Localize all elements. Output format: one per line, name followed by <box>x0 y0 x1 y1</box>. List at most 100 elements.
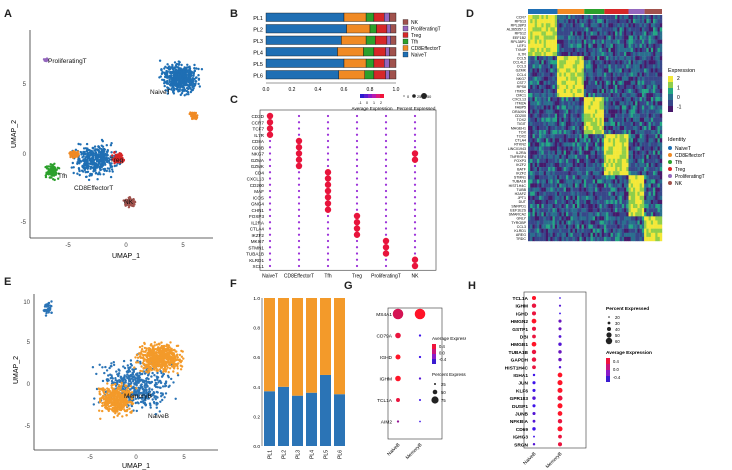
dotplot-g-colorbar <box>432 354 436 359</box>
dotplot-c-color-tick: 2 <box>380 101 382 105</box>
bar-b-segment <box>265 35 342 45</box>
dotplot-g-dot <box>418 355 422 359</box>
dotplot-c-dot <box>353 225 361 232</box>
dotplot-h-colorbar <box>606 358 610 364</box>
dotplot-h-dot <box>558 366 562 369</box>
bar-b-legend-label: CD8EffectorT <box>411 46 441 52</box>
dotplot-h-dot <box>557 395 563 401</box>
dotplot-c-colorbar <box>376 94 380 98</box>
dotplot-c-colorbar <box>368 94 372 98</box>
bar-f-segment <box>320 374 331 446</box>
dotplot-c-size-tick: 25 <box>417 95 421 99</box>
dotplot-c-color-tick: -1 <box>358 101 361 105</box>
dotplot-c-dot <box>413 239 417 243</box>
heatmap-d-legend-title: Expression <box>668 68 695 74</box>
dotplot-c-gene: CD4 <box>255 170 265 175</box>
dotplot-c-dot <box>353 219 361 226</box>
heatmap-d-gene: TNFRSF4 <box>510 155 526 159</box>
dotplot-c-gene: GNG4 <box>251 202 264 207</box>
bar-b-segment <box>369 24 377 34</box>
bar-b-xtick: 0.0 <box>263 87 270 93</box>
bar-b-legend-swatch <box>402 45 409 51</box>
heatmap-d-gene: STMN1 <box>514 176 526 180</box>
heatmap-d-gene: AL365357.1 <box>507 28 526 32</box>
umap-a-xlabel: UMAP_1 <box>112 253 140 260</box>
dotplot-g-size-key <box>434 383 436 385</box>
heatmap-d-gene: H2AFZ <box>515 192 527 196</box>
dotplot-c-dot <box>324 175 332 182</box>
bar-f-segment <box>292 298 303 396</box>
dotplot-c-size-tick: 50 <box>427 95 431 99</box>
heatmap-d-gene: IL2RA <box>516 151 527 155</box>
dotplot-c-dot <box>413 221 417 224</box>
panel-g-dotplot: MS4A1 CD79A IGHD IGHM TCL1A AIM2 NaiveB MemoryB… <box>376 307 466 461</box>
bar-f-segment <box>264 391 275 446</box>
dotplot-c-dot <box>324 194 332 201</box>
dotplot-c-gene: CD200 <box>250 183 265 188</box>
dotplot-g-color-tick: 0.4 <box>439 344 445 349</box>
umap-e-ytick: 0 <box>27 382 31 388</box>
dotplot-g-colorbar <box>432 359 436 364</box>
bar-f-ytick: 0.6 <box>253 355 260 361</box>
dotplot-c-dot <box>295 150 303 157</box>
bar-b-xtick: 1.0 <box>393 87 400 93</box>
dotplot-h-size-tick: 50 <box>615 333 620 338</box>
dotplot-c-dot <box>326 258 330 261</box>
dotplot-c-dot <box>297 127 301 130</box>
dotplot-h-gene: NFKBIA <box>510 419 529 425</box>
heatmap-d-group-bar <box>557 9 585 14</box>
dotplot-c-dot <box>384 214 388 218</box>
dotplot-g-group: MemoryB <box>405 442 424 461</box>
heatmap-d-gene: EEF1B2 <box>513 36 526 40</box>
dotplot-c-dot <box>295 144 303 151</box>
bar-b-segment <box>265 12 345 22</box>
dotplot-c-dot <box>384 196 388 199</box>
dotplot-c-dot <box>297 114 301 118</box>
heatmap-d-gene: JPT1 <box>518 196 526 200</box>
dotplot-c-dot <box>268 202 272 205</box>
heatmap-d-gene: RPL38P3 <box>511 24 526 28</box>
dotplot-h-gene: IGHA1 <box>513 373 528 379</box>
heatmap-d-gene: IKZF2 <box>516 171 526 175</box>
dotplot-c-dot <box>384 114 388 118</box>
bar-b-legend-swatch <box>402 38 409 45</box>
dotplot-c-dot <box>384 208 388 211</box>
heatmap-d-identity-label: CD8EffectorT <box>675 153 705 159</box>
heatmap-d-colorbar <box>668 106 673 112</box>
dotplot-g-legend-title: Average Expression <box>432 336 466 341</box>
dotplot-h-gene: GSTP1 <box>512 327 528 333</box>
dotplot-c-dot <box>413 227 417 230</box>
heatmap-d-gene: SMARCA2 <box>509 213 526 217</box>
panel-b-chart: PL1 PL2 PL3 PL4 PL5 PL6 0.0 0.2 0.4 0.6 0.8 1.0 NKP… <box>253 12 441 93</box>
bar-f-ytick: 0.4 <box>253 385 260 391</box>
bar-b-xtick: 0.6 <box>341 87 348 93</box>
dotplot-c-dot <box>326 146 330 149</box>
dotplot-c-gene: TCF7 <box>253 127 265 132</box>
dotplot-c-dot <box>326 227 330 230</box>
bar-b-legend-label: Treg <box>411 33 421 39</box>
dotplot-c-dot <box>297 233 301 236</box>
bar-b-segment <box>373 12 385 22</box>
heatmap-d-gene: TXNIP <box>515 48 526 52</box>
dotplot-c-gene: TUBA1B <box>246 252 264 257</box>
dotplot-c-dot <box>413 202 417 205</box>
dotplot-h-dot <box>531 318 537 324</box>
dotplot-c-dot <box>355 171 359 174</box>
bar-b-segment <box>265 47 338 57</box>
dotplot-c-dot <box>268 146 272 149</box>
bar-f-category: PL6 <box>338 450 344 459</box>
dotplot-c-dot <box>382 237 390 245</box>
dotplot-c-dot <box>324 169 332 176</box>
dotplot-c-dot <box>268 183 272 186</box>
dotplot-g-gene: MS4A1 <box>376 312 392 318</box>
bar-b-segment <box>364 70 375 80</box>
dotplot-c-gene: CD8A <box>252 139 265 144</box>
bar-f-segment <box>292 395 303 446</box>
dotplot-h-group: NaiveB <box>522 451 537 466</box>
dotplot-h-gene: SRGN <box>514 442 528 448</box>
bar-b-segment <box>365 58 375 68</box>
heatmap-d-identity-dot <box>668 153 672 157</box>
heatmap-d-identity-label: NaiveT <box>675 146 691 152</box>
dotplot-c-dot <box>326 158 330 161</box>
dotplot-h-dot <box>558 319 562 323</box>
